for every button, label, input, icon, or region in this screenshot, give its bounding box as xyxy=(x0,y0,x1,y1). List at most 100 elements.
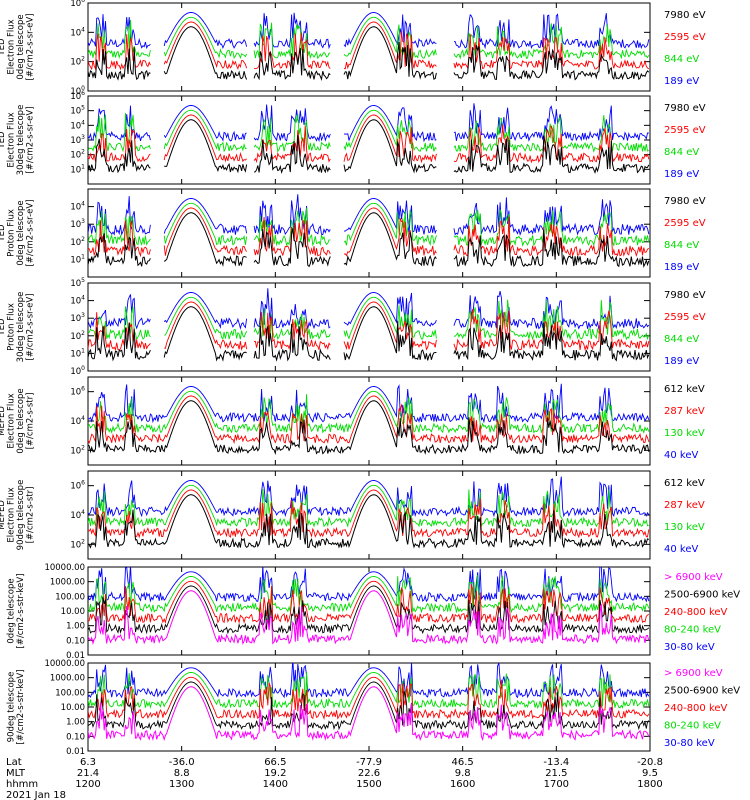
y-tick-exponent: 4 xyxy=(81,415,85,422)
lat-tick-label: -36.0 xyxy=(169,757,195,768)
y-axis-label-line: Electron Flux xyxy=(6,393,16,448)
y-tick-label: 104 xyxy=(70,295,85,307)
y-tick-exponent: 4 xyxy=(81,26,85,33)
mlt-tick-label: 9.5 xyxy=(642,768,658,779)
series-line xyxy=(88,301,650,352)
series-line xyxy=(88,585,650,635)
legend-entry: > 6900 keV xyxy=(664,668,723,679)
date-label: 2021 Jan 18 xyxy=(6,790,66,800)
legend-entry: 30-80 keV xyxy=(664,642,715,653)
legend-entry: 287 keV xyxy=(664,500,705,511)
data-traces xyxy=(88,663,650,742)
y-tick-label: 104 xyxy=(70,26,85,38)
legend-entry: 844 eV xyxy=(664,240,699,251)
y-axis-label-line: MEPED xyxy=(0,500,7,530)
series-line xyxy=(88,476,650,518)
legend-entry: 7980 eV xyxy=(664,196,706,207)
y-axis-label-line: Proton Flux xyxy=(6,209,16,257)
panel-frame xyxy=(87,470,651,560)
mlt-tick-label: 21.5 xyxy=(545,768,567,779)
row-label-mlt: MLT xyxy=(6,768,26,779)
y-tick-label: 102 xyxy=(70,444,85,456)
lat-tick-label: -20.8 xyxy=(637,757,663,768)
hhmm-tick-label: 1700 xyxy=(544,779,569,790)
y-axis-label-line: 0deg telescope xyxy=(6,578,16,643)
y-tick-label: 103 xyxy=(70,218,85,230)
y-tick-exponent: 4 xyxy=(81,509,85,516)
y-tick-label: 1000.00 xyxy=(50,578,85,588)
row-label-lat: Lat xyxy=(6,757,22,768)
y-axis-label-line: [#/cm2-s-str] xyxy=(25,487,35,544)
y-tick-label: 101 xyxy=(70,347,85,359)
y-tick-exponent: 2 xyxy=(81,444,85,451)
row-label-hhmm: hhmm xyxy=(6,779,38,790)
y-tick-exponent: 6 xyxy=(81,386,85,393)
y-tick-label: 104 xyxy=(70,415,85,427)
y-axis-label-line: [#/cm2-s-sr-eV] xyxy=(25,293,35,360)
y-tick-label: 106 xyxy=(70,480,85,492)
y-tick-label: 10.00 xyxy=(61,703,85,713)
y-tick-label: 102 xyxy=(70,56,85,68)
panel-frame xyxy=(87,376,651,466)
y-axis-label-line: [#/cm2-s-sr-eV] xyxy=(25,106,35,173)
y-tick-exponent: 3 xyxy=(81,218,85,225)
legend-entry: 189 eV xyxy=(664,76,699,87)
legend-entry: 130 keV xyxy=(664,522,705,533)
y-axis-label-line: [#/cm2-s-sr-eV] xyxy=(25,199,35,266)
y-tick-label: 103 xyxy=(70,312,85,324)
y-tick-label: 1000.00 xyxy=(50,674,85,684)
y-tick-exponent: 3 xyxy=(81,134,85,141)
y-tick-exponent: 2 xyxy=(81,236,85,243)
y-axis-label-line: [#/cm2-s-sr-eV] xyxy=(25,13,35,80)
lat-tick-label: 6.3 xyxy=(80,757,96,768)
legend-entry: 189 eV xyxy=(664,169,699,180)
legend-entry: 80-240 keV xyxy=(664,721,721,732)
y-tick-label: 106 xyxy=(70,90,85,102)
y-tick-label: 102 xyxy=(70,236,85,248)
legend-entry: 189 eV xyxy=(664,262,699,273)
y-axis-label-line: 30deg telescope xyxy=(16,292,26,363)
panel-frame xyxy=(87,95,651,185)
data-traces xyxy=(88,383,650,456)
y-axis-label-line: TED xyxy=(0,38,7,57)
legend-entry: 2595 eV xyxy=(664,312,706,323)
hhmm-tick-label: 1200 xyxy=(75,779,100,790)
series-line xyxy=(88,489,650,539)
hhmm-tick-label: 1600 xyxy=(450,779,475,790)
y-axis-label-line: 90deg telescope xyxy=(16,480,26,551)
panel-6: 102 104 106 MEPEDElectron Flux90deg telesco… xyxy=(0,470,705,560)
lat-tick-label: -77.9 xyxy=(356,757,382,768)
legend-entry: 189 eV xyxy=(664,356,699,367)
y-axis-label: 0deg telescope[#/cm2-s-str-keV] xyxy=(6,574,26,649)
series-line xyxy=(88,288,650,331)
legend-entry: 80-240 keV xyxy=(664,625,721,636)
y-tick-exponent: 4 xyxy=(81,119,85,126)
series-line xyxy=(88,16,650,60)
y-axis-label-line: Proton Flux xyxy=(6,303,16,351)
y-axis-label-line: [#/cm2-s-str-keV] xyxy=(16,574,26,649)
panel-7: 0.01 0.10 1.00 10.00 100.00 1000.00 10000.00 0d… xyxy=(6,563,740,661)
panel-5: 102 104 106 MEPEDElectron Flux0deg telescop… xyxy=(0,376,705,466)
hhmm-tick-label: 1800 xyxy=(637,779,662,790)
y-tick-exponent: 6 xyxy=(81,90,85,97)
y-axis-label-line: TED xyxy=(0,318,7,337)
legend-entry: 612 keV xyxy=(664,478,705,489)
lat-tick-label: 66.5 xyxy=(264,757,286,768)
y-tick-label: 10000.00 xyxy=(44,563,85,573)
y-tick-label: 1.00 xyxy=(66,622,85,632)
hhmm-tick-label: 1500 xyxy=(356,779,381,790)
legend-entry: 40 keV xyxy=(664,544,698,555)
y-tick-label: 101 xyxy=(70,253,85,265)
y-axis-label-line: 90deg telescope xyxy=(6,672,16,743)
y-tick-label: 1.00 xyxy=(66,718,85,728)
y-axis-label: MEPEDElectron Flux0deg telescope[#/cm2-s… xyxy=(0,388,35,453)
legend-entry: 2595 eV xyxy=(664,218,706,229)
hhmm-tick-label: 1400 xyxy=(263,779,288,790)
y-axis-label-line: Electron Flux xyxy=(6,19,16,74)
data-traces xyxy=(88,12,650,82)
legend-entry: 287 keV xyxy=(664,406,705,417)
y-tick-exponent: 4 xyxy=(81,295,85,302)
panel-frame xyxy=(87,2,651,92)
series-line xyxy=(88,26,650,82)
